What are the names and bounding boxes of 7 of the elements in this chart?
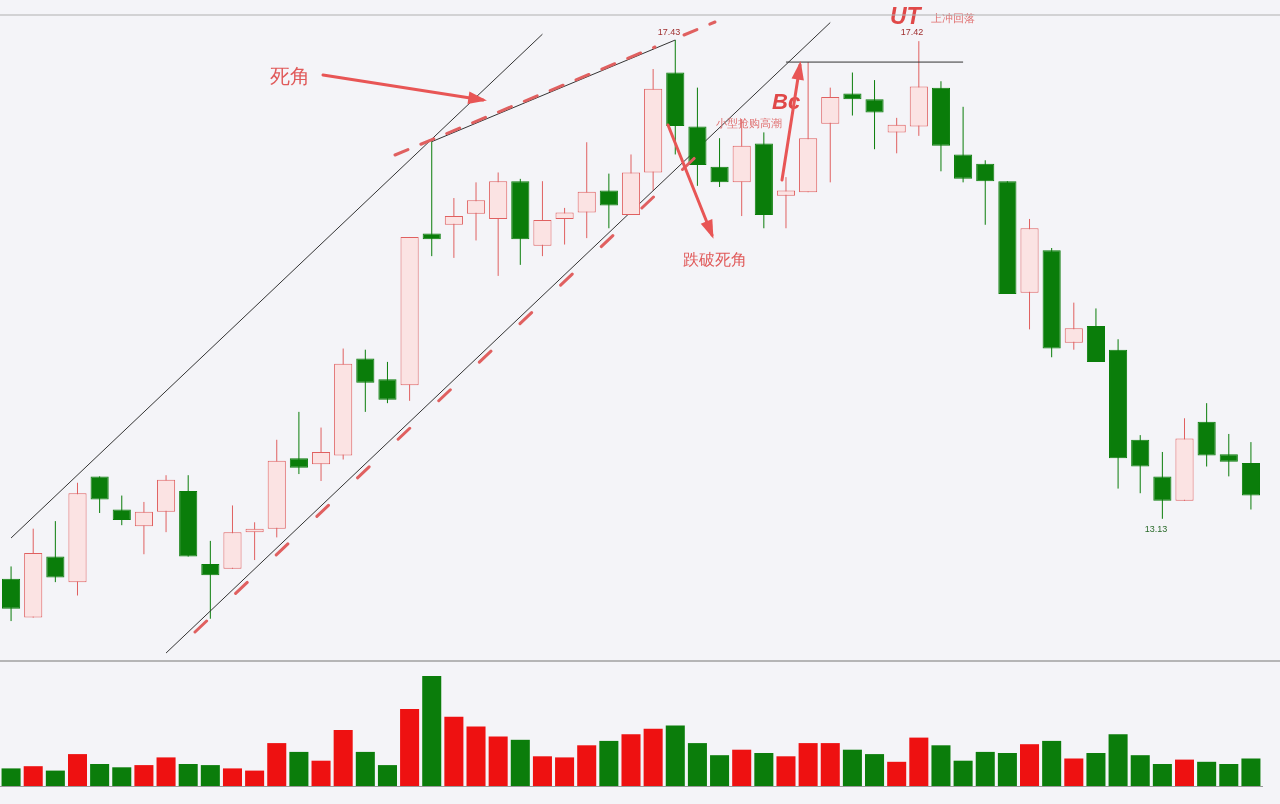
text: 17.43 — [657, 27, 681, 38]
annotation: 13.13 — [1144, 524, 1168, 535]
annotation: 死角 — [270, 64, 310, 87]
annotation: 跌破死角 — [683, 251, 747, 269]
text: 17.42 — [900, 27, 924, 38]
text: UT — [890, 3, 923, 30]
text: 上冲回落 — [931, 12, 975, 25]
